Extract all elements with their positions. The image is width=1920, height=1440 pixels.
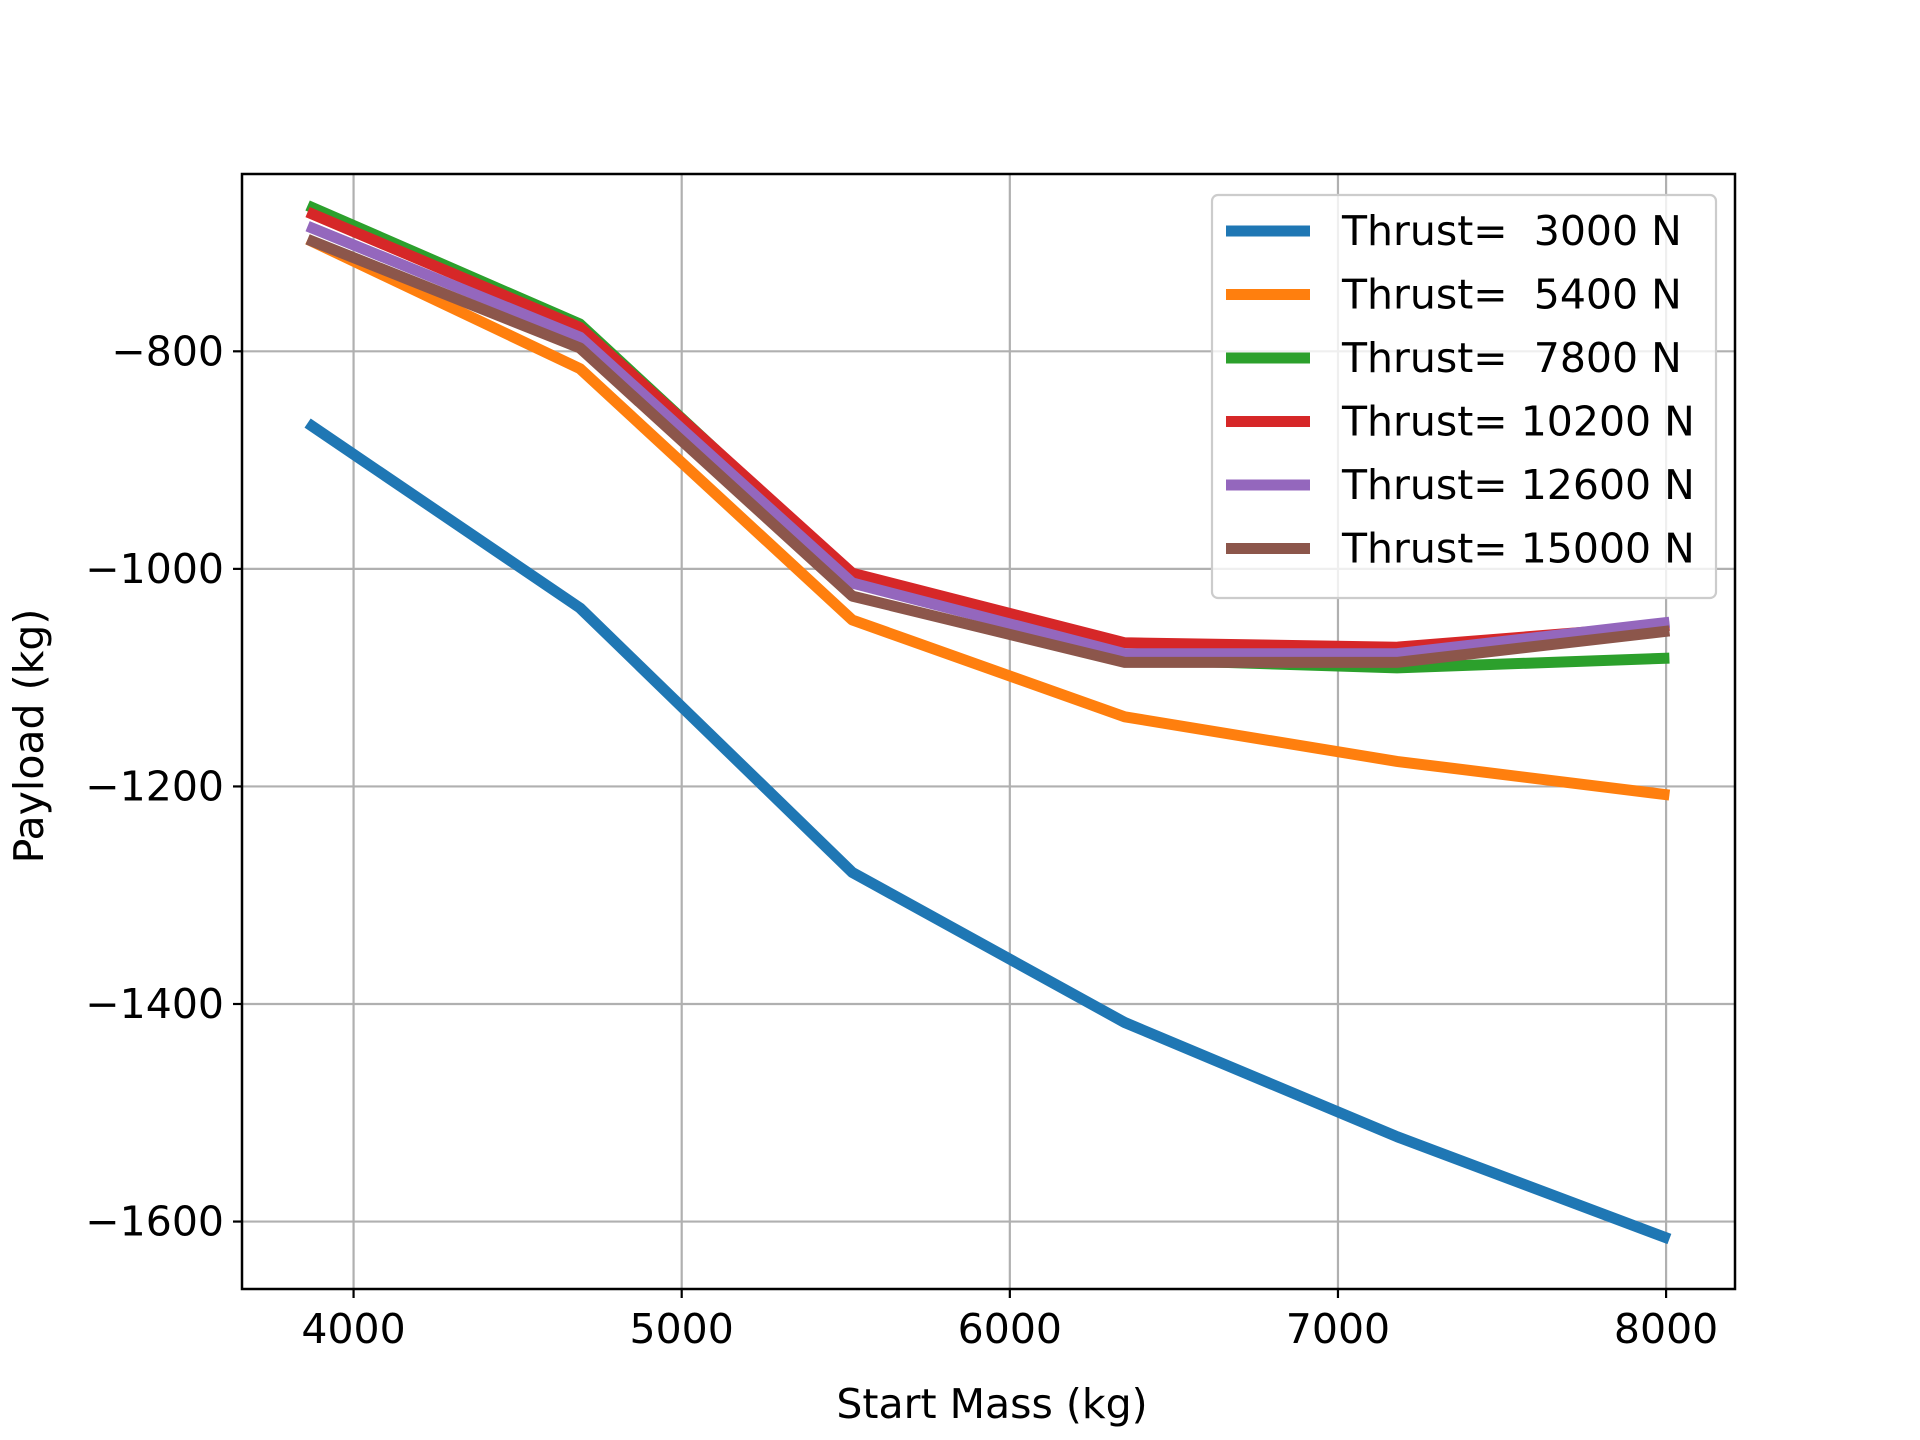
y-tick-label: −1600: [85, 1198, 224, 1246]
series-line-1: [305, 234, 1671, 801]
legend-label: Thrust= 10200 N: [1341, 398, 1695, 446]
y-tick-label: −1000: [85, 545, 224, 593]
x-tick-label: 8000: [1614, 1305, 1718, 1353]
series-line-0: [304, 418, 1672, 1245]
x-axis-label: Start Mass (kg): [836, 1380, 1147, 1428]
legend-label: Thrust= 12600 N: [1341, 461, 1695, 509]
series-line-4: [305, 221, 1671, 660]
legend: Thrust= 3000 N Thrust= 5400 N Thrust= 7800…: [1210, 193, 1718, 600]
x-tick-label: 6000: [958, 1305, 1062, 1353]
x-tick-label: 5000: [630, 1305, 734, 1353]
series-line-5: [305, 234, 1671, 668]
series-lines: [304, 200, 1672, 1245]
y-tick-label: −1400: [85, 980, 224, 1028]
y-tick-label: −1200: [85, 762, 224, 810]
x-tick-label: 4000: [301, 1305, 405, 1353]
legend-box: [1210, 193, 1718, 600]
legend-label: Thrust= 5400 N: [1341, 271, 1682, 319]
ticks: 4000 5000 6000 7000 8000 −800 −1000 −1200 −1400 −…: [85, 327, 1718, 1353]
legend-label: Thrust= 3000 N: [1341, 207, 1682, 255]
plot-frame: [240, 172, 1737, 1291]
y-tick-label: −800: [111, 327, 224, 375]
y-axis-label: Payload (kg): [5, 609, 53, 864]
legend-label: Thrust= 7800 N: [1341, 334, 1682, 382]
legend-label: Thrust= 15000 N: [1341, 525, 1695, 573]
x-tick-label: 7000: [1286, 1305, 1390, 1353]
